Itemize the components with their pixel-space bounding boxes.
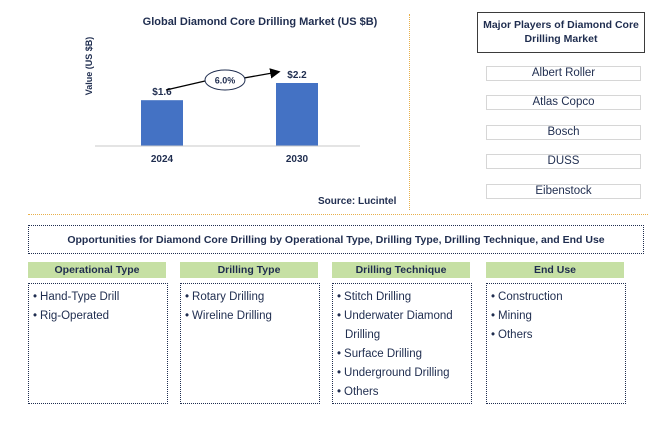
category-header-operational-type: Operational Type	[28, 262, 166, 278]
list-item: Construction	[491, 288, 621, 307]
list-item: Others	[337, 383, 467, 402]
player-item: Atlas Copco	[486, 95, 641, 110]
growth-label: 6.0%	[215, 76, 236, 86]
growth-arrow	[165, 72, 278, 91]
y-axis-label: Value (US $B)	[84, 36, 94, 96]
category-box-drilling-technique: Stitch Drilling Underwater Diamond Drill…	[332, 283, 472, 404]
player-item: Albert Roller	[486, 66, 641, 81]
chart-title: Global Diamond Core Drilling Market (US …	[142, 16, 378, 28]
players-title: Major Players of Diamond Core Drilling M…	[477, 12, 645, 53]
list-item: Rotary Drilling	[185, 288, 315, 307]
horizontal-divider	[28, 214, 648, 215]
player-item: Bosch	[486, 125, 641, 140]
opportunities-title: Opportunities for Diamond Core Drilling …	[28, 225, 644, 254]
data-label-2024: $1.6	[152, 87, 172, 98]
list-item: Wireline Drilling	[185, 307, 315, 326]
category-header-drilling-type: Drilling Type	[180, 262, 318, 278]
category-box-operational-type: Hand-Type Drill Rig-Operated	[28, 283, 168, 404]
list-item: Stitch Drilling	[337, 288, 467, 307]
player-item: Eibenstock	[486, 184, 641, 199]
list-item: Surface Drilling	[337, 345, 467, 364]
bar-2030	[276, 83, 318, 146]
category-box-drilling-type: Rotary Drilling Wireline Drilling	[180, 283, 320, 404]
bar-2024	[141, 100, 183, 146]
list-item: Hand-Type Drill	[33, 288, 163, 307]
list-item: Underground Drilling	[337, 364, 467, 383]
tick-label-2030: 2030	[286, 154, 309, 165]
list-item: Mining	[491, 307, 621, 326]
category-header-end-use: End Use	[486, 262, 624, 278]
list-item: Others	[491, 326, 621, 345]
category-box-end-use: Construction Mining Others	[486, 283, 626, 404]
player-item: DUSS	[486, 154, 641, 169]
tick-label-2024: 2024	[151, 154, 174, 165]
data-label-2030: $2.2	[287, 70, 307, 81]
list-item: Underwater Diamond Drilling	[337, 307, 467, 345]
bar-chart: $1.6 2024 $2.2 2030 6.0%	[95, 0, 360, 165]
vertical-divider	[409, 14, 410, 210]
source-label: Source: Lucintel	[318, 196, 397, 207]
growth-ellipse	[204, 69, 246, 91]
list-item: Rig-Operated	[33, 307, 163, 326]
category-header-drilling-technique: Drilling Technique	[332, 262, 470, 278]
